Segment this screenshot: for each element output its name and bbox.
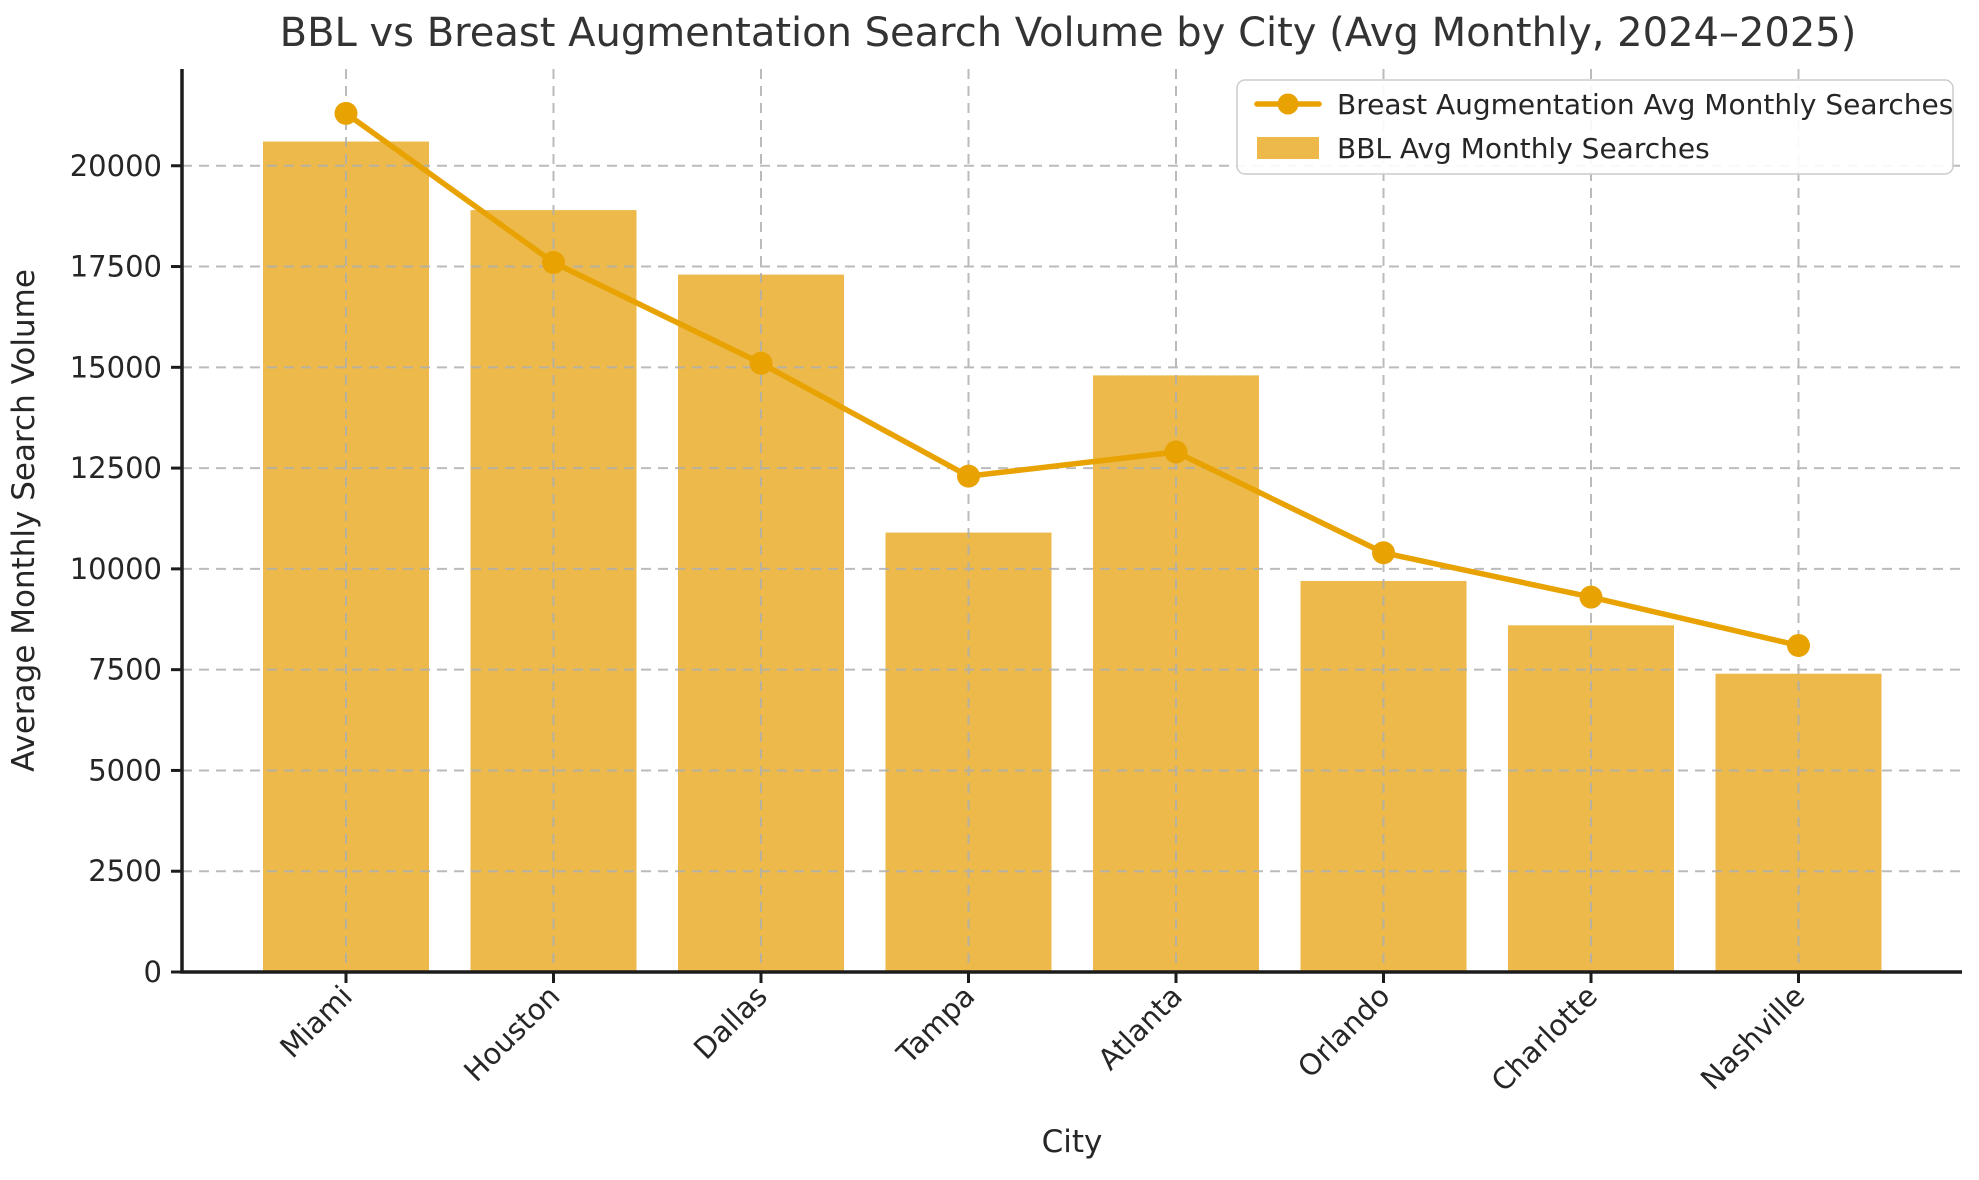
chart-title: BBL vs Breast Augmentation Search Volume… — [280, 10, 1857, 56]
line-point-nashville — [1787, 633, 1810, 657]
legend-bar-swatch — [1257, 137, 1319, 159]
y-tick-label-0: 0 — [144, 955, 162, 989]
line-point-orlando — [1372, 541, 1395, 565]
y-tick-label-7500: 7500 — [88, 653, 162, 687]
gridlines — [182, 69, 1962, 972]
x-tick-label-tampa: Tampa — [889, 979, 981, 1071]
x-tick-label-orlando: Orlando — [1291, 979, 1396, 1084]
legend-entry-bbl-avg-monthly-searches: BBL Avg Monthly Searches — [1257, 132, 1710, 165]
line-point-miami — [334, 101, 358, 125]
legend-box — [1236, 79, 1954, 175]
legend-entry-breast-augmentation-avg-monthly-searches: Breast Augmentation Avg Monthly Searches — [1254, 88, 1953, 121]
y-tick-label-20000: 20000 — [70, 149, 162, 183]
y-tick-label-5000: 5000 — [88, 753, 162, 787]
line-point-houston — [542, 251, 565, 274]
x-tick-label-miami: Miami — [273, 979, 359, 1065]
y-tick-label-17500: 17500 — [70, 250, 162, 284]
line-series — [334, 101, 1810, 657]
y-tick-label-10000: 10000 — [70, 552, 162, 586]
x-tick-label-atlanta: Atlanta — [1091, 979, 1189, 1077]
y-tick-label-2500: 2500 — [88, 854, 162, 888]
line-point-tampa — [957, 464, 980, 488]
legend-entry-label: BBL Avg Monthly Searches — [1337, 132, 1710, 165]
legend: Breast Augmentation Avg Monthly Searches… — [1236, 79, 1954, 175]
x-tick-label-houston: Houston — [457, 979, 566, 1088]
legend-entry-label: Breast Augmentation Avg Monthly Searches — [1337, 88, 1953, 121]
y-axis-label: Average Monthly Search Volume — [6, 269, 42, 772]
line-point-charlotte — [1579, 585, 1603, 609]
y-tick-label-12500: 12500 — [70, 451, 162, 485]
x-tick-label-charlotte: Charlotte — [1485, 979, 1604, 1098]
bar-houston — [470, 210, 637, 972]
legend-dot-swatch — [1277, 93, 1299, 115]
axis-spines — [180, 69, 1962, 974]
x-axis-label: City — [1042, 1124, 1103, 1160]
plot-area: 0 2500 5000 7500 10000 12500 15000 17500 20000 Mi… — [6, 69, 1962, 1160]
line-point-dallas — [749, 351, 773, 375]
y-axis: 0 2500 5000 7500 10000 12500 15000 17500 20000 — [70, 149, 182, 989]
x-axis: Miami Houston Dallas Tampa Atlanta Orlando Cha… — [273, 972, 1811, 1098]
y-tick-label-15000: 15000 — [70, 350, 162, 384]
x-tick-label-nashville: Nashville — [1694, 979, 1811, 1096]
line-point-atlanta — [1164, 440, 1188, 464]
line-path — [343, 110, 1802, 649]
x-tick-label-dallas: Dallas — [687, 979, 774, 1066]
